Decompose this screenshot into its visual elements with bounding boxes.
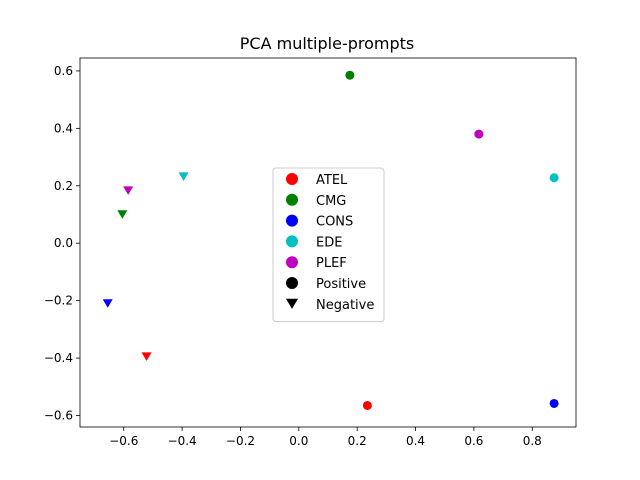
legend-marker-atel [286, 173, 298, 185]
legend-label-negative: Negative [316, 298, 374, 313]
legend-marker-ede [286, 235, 298, 248]
x-tick-label: 0.2 [348, 434, 367, 448]
plef-negative-point [123, 186, 134, 195]
atel-negative-point [141, 352, 152, 361]
legend-label-ede: EDE [316, 235, 342, 250]
cons-positive-point [549, 398, 559, 408]
legend-label-atel: ATEL [316, 173, 348, 188]
legend: ATEL CMG CONS EDE PLEF Positive Negative [272, 167, 385, 323]
x-tick-label: −0.2 [226, 434, 255, 448]
y-tick-label: 0.0 [54, 236, 73, 250]
y-tick-label: 0.6 [54, 64, 73, 78]
legend-label-cmg: CMG [316, 194, 346, 209]
y-tick-label: −0.4 [44, 351, 73, 365]
plef-positive-point [474, 129, 484, 139]
y-tick-label: 0.2 [54, 179, 73, 193]
plot-area: −0.6 −0.4 −0.2 0.0 0.2 0.4 0.6 0.8 −0.6 −0.4 −0.2 0… [44, 57, 577, 448]
x-tick-label: 0.0 [289, 434, 308, 448]
ede-positive-point [549, 173, 559, 183]
axes-frame [79, 57, 577, 428]
cmg-positive-point [345, 70, 355, 80]
legend-label-positive: Positive [316, 277, 366, 292]
legend-marker-negative [286, 298, 298, 309]
x-tick-label: −0.6 [109, 434, 138, 448]
y-tick-label: −0.2 [44, 294, 73, 308]
legend-label-cons: CONS [316, 215, 353, 230]
legend-label-plef: PLEF [316, 256, 347, 271]
x-tick-label: 0.6 [464, 434, 483, 448]
x-tick-label: 0.4 [406, 434, 425, 448]
y-tick-label: −0.6 [44, 409, 73, 423]
legend-marker-plef [286, 256, 298, 269]
x-tick-label: 0.8 [523, 434, 542, 448]
ede-negative-point [178, 172, 189, 181]
x-tick-label: −0.4 [168, 434, 197, 448]
legend-marker-cons [286, 214, 298, 227]
chart-title: PCA multiple-prompts [240, 34, 414, 53]
atel-positive-point [362, 400, 372, 410]
cmg-negative-point [117, 210, 128, 219]
legend-marker-cmg [286, 193, 298, 206]
y-tick-label: 0.4 [54, 121, 73, 135]
legend-marker-positive [286, 277, 298, 289]
cons-negative-point [102, 299, 113, 308]
legend-box [272, 167, 385, 323]
